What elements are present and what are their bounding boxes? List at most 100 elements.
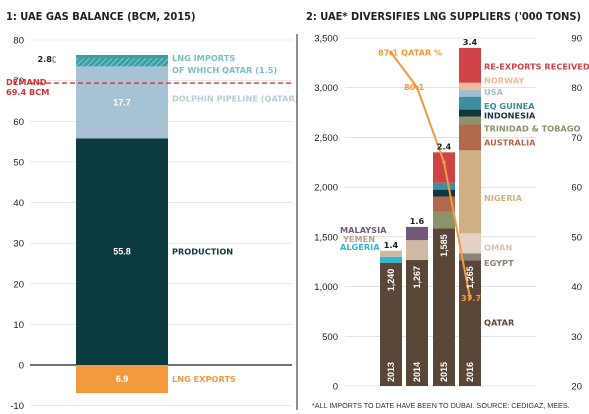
- chart2-grid: [345, 37, 536, 387]
- qatar-value-label: 1,240: [386, 269, 396, 292]
- qatar-value-label: 1,585: [439, 234, 449, 257]
- y-tick-label: 2,000: [314, 183, 338, 194]
- series-label-oman: OMAN: [484, 242, 512, 252]
- series-label-re-exports-received: RE-EXPORTS RECEIVED: [484, 61, 589, 71]
- bar-2016-usa: [459, 89, 481, 97]
- y-tick-label: 2,500: [314, 133, 338, 144]
- lng-imports-cap: [76, 55, 168, 59]
- y2-tick-label: 80: [571, 83, 582, 94]
- bar-2016-qatar: [459, 260, 481, 386]
- demand-value-label: 69.4 BCM: [6, 87, 49, 97]
- chart2-y-ticks: 0 500 1,000 1,500 2,000 2,500 3,000 3,500: [314, 33, 338, 392]
- bar-2014-qatar: [406, 260, 428, 386]
- bar-2016-trinidad-tobago: [459, 116, 481, 125]
- y-tick-label: 80: [13, 36, 24, 47]
- y-tick-label: 10: [13, 320, 24, 331]
- chart2-y2-ticks: 20 30 40 50 60 70 80 90: [571, 34, 582, 393]
- category-label: 2016: [465, 362, 475, 382]
- y-tick-label: 20: [13, 279, 24, 290]
- chart1-bars: [30, 55, 292, 394]
- lng-imports-qatar-note: OF WHICH QATAR (1.5): [172, 65, 277, 75]
- y-tick-label: 3,000: [314, 83, 338, 94]
- chart1-y-ticks: -10 0 10 20 30 40 50 60 70 80: [10, 36, 24, 413]
- y-tick-label: 60: [13, 117, 24, 128]
- bar-2015-qatar: [433, 228, 455, 386]
- series-label-nigeria: NIGERIA: [484, 193, 523, 203]
- value-label-lng-exports: 6.9: [116, 374, 129, 384]
- series-label-norway: NORWAY: [484, 76, 525, 86]
- demand-label: DEMAND: [6, 77, 47, 87]
- bar-2015-indonesia: [433, 189, 455, 197]
- series-label-usa: USA: [484, 87, 504, 97]
- bar-2016-norway: [459, 82, 481, 90]
- qatar-value-label: 1,267: [412, 266, 422, 289]
- bar-2016-oman: [459, 233, 481, 254]
- value-label-production: 55.8: [113, 247, 131, 257]
- chart2-qatar-share-line: [389, 50, 472, 300]
- category-label: 2014: [412, 362, 422, 382]
- y2-tick-label: 70: [571, 133, 582, 144]
- y-tick-label: 70: [13, 76, 24, 87]
- bar-2016-eq-guinea: [459, 96, 481, 110]
- category-label: 2013: [386, 362, 396, 382]
- y-tick-label: 500: [322, 332, 338, 343]
- qatar-share-point: [468, 296, 472, 300]
- series-label-lng-exports: LNG EXPORTS: [172, 374, 236, 384]
- series-label-production: PRODUCTION: [172, 247, 233, 257]
- chart2-labels: 2013 1,240 1.4 2014 1,267 1.6 2015 1,585 2.4 2016…: [340, 37, 589, 382]
- value-label-lng-imports: 2.8: [37, 54, 52, 64]
- bar-2013-qatar: [380, 262, 402, 386]
- qatar-share-point: [389, 50, 393, 55]
- y-tick-label: 40: [13, 198, 24, 209]
- y2-tick-label: 30: [571, 332, 582, 343]
- footnote: *ALL IMPORTS TO DATE HAVE BEEN TO DUBAI.…: [312, 401, 570, 410]
- y2-tick-label: 40: [571, 282, 582, 293]
- bar-2016-australia: [459, 124, 481, 151]
- qatar-share-value-2016: 37.7: [461, 293, 482, 303]
- y-tick-label: 0: [19, 361, 24, 372]
- y2-tick-label: 20: [571, 382, 582, 393]
- series-label-qatar: QATAR: [484, 317, 515, 327]
- value-label-dolphin: 17.7: [113, 97, 131, 107]
- series-label-trinidad-tobago: TRINIDAD & TOBAGO: [484, 123, 580, 133]
- total-label: 1.4: [384, 240, 399, 250]
- chart2-bars: [380, 47, 481, 386]
- y2-tick-label: 90: [571, 34, 582, 45]
- qatar-share-value-2014: 80.1: [404, 82, 425, 92]
- series-label-yemen: YEMEN: [342, 234, 375, 244]
- series-label-malaysia: MALAYSIA: [340, 225, 387, 235]
- bar-2014-malaysia: [406, 226, 428, 241]
- series-label-algeria: ALGERIA: [340, 242, 380, 252]
- y-tick-label: 3,500: [314, 33, 338, 44]
- bar-2013-algeria: [380, 256, 402, 263]
- qatar-share-point: [415, 85, 419, 90]
- bar-2014-yemen: [406, 240, 428, 261]
- series-label-lng-imports: LNG IMPORTS: [172, 53, 235, 63]
- y2-tick-label: 50: [571, 232, 582, 243]
- y-tick-label: 30: [13, 239, 24, 250]
- bar-2015-australia: [433, 196, 455, 212]
- bar-2015-trinidad-tobago: [433, 211, 455, 229]
- chart1-title: 1: UAE GAS BALANCE (BCM, 2015): [6, 10, 196, 23]
- bar-segment-0: [76, 138, 168, 365]
- y-tick-label: 1,500: [314, 232, 338, 243]
- series-label-australia: AUSTRALIA: [484, 137, 536, 147]
- bar-2015-eq-guinea: [433, 182, 455, 190]
- series-label-eq-guinea: EQ GUINEA: [484, 101, 535, 111]
- lng-imports-bracket: [52, 56, 56, 63]
- qatar-share-point: [442, 160, 446, 165]
- bar-2016-nigeria: [459, 150, 481, 234]
- y-tick-label: 50: [13, 157, 24, 168]
- total-label: 3.4: [463, 37, 478, 47]
- total-label: 1.6: [410, 216, 425, 226]
- bar-segment-2: [76, 55, 168, 67]
- bar-2016-indonesia: [459, 109, 481, 117]
- series-label-egypt: EGYPT: [484, 258, 514, 268]
- chart2-title: 2: UAE* DIVERSIFIES LNG SUPPLIERS ('000 …: [306, 10, 581, 23]
- chart1-labels: 55.8 17.7 6.9 PRODUCTION DOLPHIN PIPELINE (Q…: [6, 53, 299, 384]
- series-label-dolphin: DOLPHIN PIPELINE (QATAR): [172, 93, 299, 103]
- bar-segment-1: [76, 66, 168, 139]
- y-tick-label: 0: [333, 382, 338, 393]
- bar-2016-egypt: [459, 253, 481, 261]
